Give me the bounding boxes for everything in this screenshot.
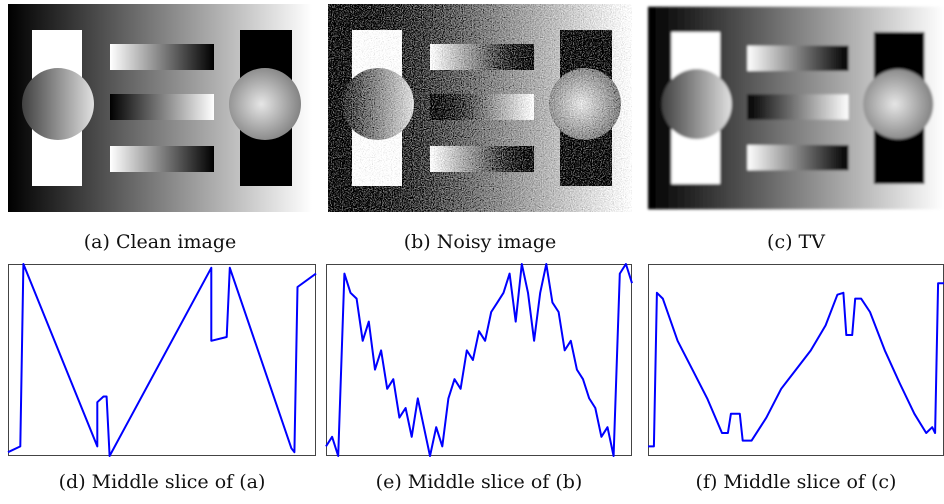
caption: (f) Middle slice of (c) <box>696 471 897 493</box>
image-tv <box>648 7 944 210</box>
image-noisy <box>328 4 632 212</box>
caption: (a) Clean image <box>84 231 236 253</box>
figure: (a) Clean image (b) Noisy image (c) TV (… <box>0 0 944 504</box>
plot-frame <box>649 265 944 456</box>
caption: (b) Noisy image <box>404 231 557 253</box>
plot-frame <box>327 265 632 456</box>
caption: (e) Middle slice of (b) <box>376 471 583 493</box>
slice-line <box>326 264 632 456</box>
slice-line <box>648 283 944 446</box>
image-clean <box>8 4 312 212</box>
caption: (c) TV <box>767 231 825 253</box>
slice-line <box>8 264 316 456</box>
caption: (d) Middle slice of (a) <box>59 471 266 493</box>
